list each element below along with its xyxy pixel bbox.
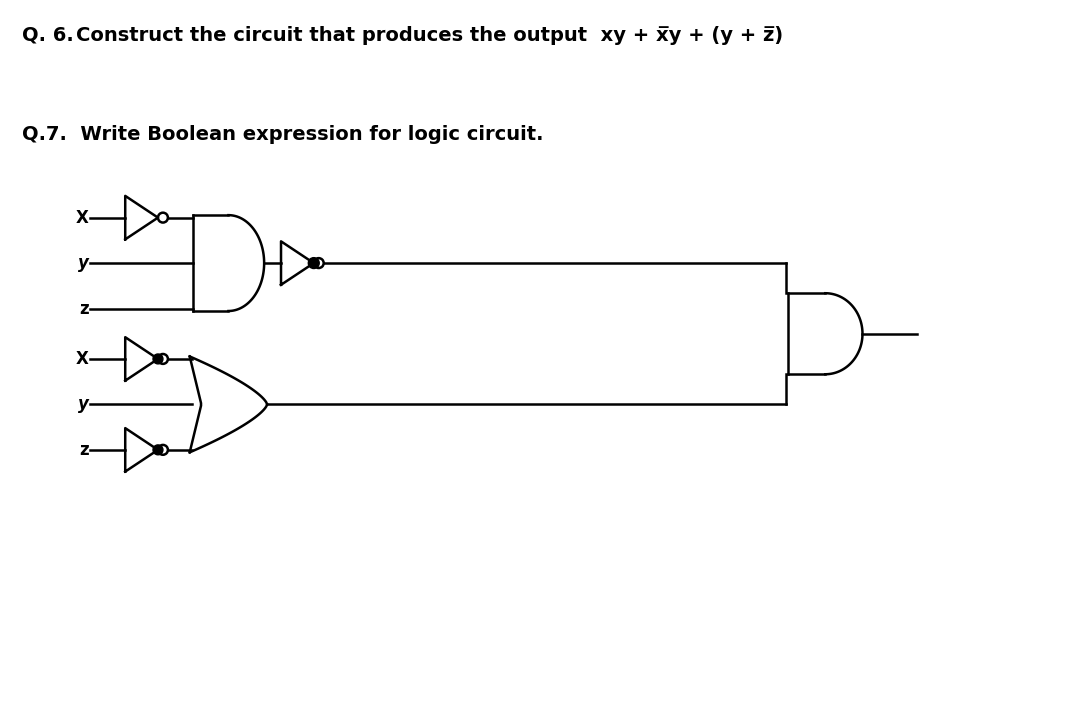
Text: X: X [76, 209, 89, 227]
Circle shape [153, 445, 163, 455]
Text: y: y [78, 254, 89, 272]
Text: Construct the circuit that produces the output  xy + x̅y + (y + z̅): Construct the circuit that produces the … [76, 26, 783, 45]
Circle shape [308, 257, 320, 269]
Text: z: z [79, 300, 89, 317]
Text: X: X [76, 350, 89, 368]
Text: Q. 6.: Q. 6. [22, 26, 73, 45]
Text: Q.7.  Write Boolean expression for logic circuit.: Q.7. Write Boolean expression for logic … [22, 124, 543, 144]
Circle shape [153, 354, 163, 364]
Text: y: y [78, 395, 89, 414]
Text: z: z [79, 441, 89, 459]
